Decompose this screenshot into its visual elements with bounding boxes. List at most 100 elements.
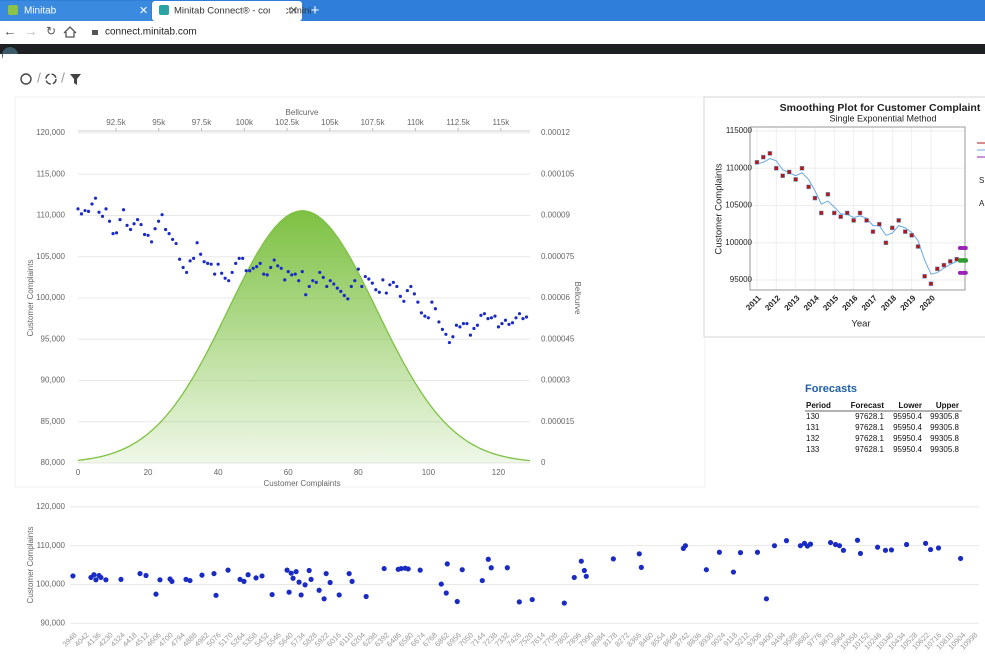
point <box>346 297 350 301</box>
point <box>325 284 329 289</box>
column-header: Period <box>806 401 831 410</box>
point <box>349 578 355 584</box>
new-tab[interactable]: + <box>311 2 320 19</box>
point <box>405 566 411 572</box>
y-tick-label: 105,000 <box>36 252 65 261</box>
point <box>903 541 910 548</box>
point <box>253 575 259 581</box>
home-button[interactable] <box>63 26 77 38</box>
point <box>241 578 247 584</box>
point <box>76 207 80 211</box>
x-tick-label: 80 <box>354 468 363 477</box>
x-tick-label: 120 <box>492 468 506 477</box>
point <box>485 556 491 562</box>
point <box>86 209 91 213</box>
history-icon[interactable] <box>20 73 32 85</box>
point <box>304 293 308 297</box>
filter-icon[interactable] <box>70 74 81 85</box>
point <box>245 572 251 578</box>
point <box>703 567 709 573</box>
table-title: Forecasts <box>805 383 857 395</box>
point <box>111 232 115 236</box>
forecast-point <box>963 258 969 263</box>
actual-point <box>857 210 863 216</box>
point <box>402 299 406 303</box>
point <box>323 570 329 577</box>
x-tick-label: 20 <box>144 468 153 477</box>
limit-point <box>963 270 968 275</box>
point <box>447 340 452 345</box>
point <box>293 272 297 276</box>
point <box>107 219 112 223</box>
y-tick-label: 90,000 <box>41 376 66 385</box>
point <box>153 591 159 597</box>
point <box>857 550 864 557</box>
back-button[interactable]: ← <box>4 23 17 38</box>
url[interactable]: connect.minitab.com <box>105 27 197 38</box>
reload-button[interactable]: ↻ <box>46 24 56 38</box>
point <box>121 208 126 212</box>
point <box>321 275 325 279</box>
table-cell: 97628.1 <box>855 412 884 421</box>
point <box>638 564 644 570</box>
point <box>137 570 143 577</box>
y2-tick-label: 0.00003 <box>541 376 570 385</box>
point <box>308 576 314 583</box>
point <box>468 333 473 337</box>
address-bar <box>0 21 985 44</box>
point <box>169 578 175 584</box>
point <box>276 264 280 268</box>
point <box>296 579 302 585</box>
point <box>262 272 266 276</box>
point <box>307 284 311 289</box>
point <box>234 261 238 265</box>
point <box>409 284 413 289</box>
actual-point <box>903 229 908 234</box>
y-axis-label: Customer Complaints <box>26 260 35 337</box>
legend-text: A <box>979 199 985 208</box>
point <box>459 567 465 573</box>
point <box>524 315 529 319</box>
table-cell: 95950.4 <box>893 423 922 432</box>
point <box>398 565 404 572</box>
point <box>251 266 255 270</box>
point <box>125 223 129 227</box>
separator: / <box>61 70 65 86</box>
refresh-icon[interactable] <box>45 73 57 85</box>
point <box>118 218 122 222</box>
table-cell: 99305.8 <box>930 445 959 454</box>
point <box>395 284 399 289</box>
tab-close[interactable]: ✕ <box>139 5 148 17</box>
tab[interactable]: Minitab ✕ <box>0 1 151 21</box>
point <box>167 232 171 236</box>
point <box>290 575 296 581</box>
actual-point <box>845 210 850 216</box>
actual-point <box>909 233 914 238</box>
point <box>187 577 193 584</box>
tab-close[interactable]: ✕ <box>289 5 298 17</box>
point <box>451 335 455 339</box>
actual-point <box>774 166 779 171</box>
point <box>561 600 567 606</box>
point <box>444 561 450 567</box>
point <box>730 569 737 575</box>
point <box>255 265 259 269</box>
y2-tick-label: 0 <box>541 458 546 467</box>
point <box>237 576 243 583</box>
point <box>440 327 445 331</box>
y-tick-label: 100,000 <box>36 580 65 589</box>
point <box>283 278 287 282</box>
table-cell: 131 <box>806 423 820 432</box>
actual-point <box>883 240 889 246</box>
point <box>306 567 312 574</box>
tab-active[interactable]: Minitab Connect® - connect.mini ✕ <box>152 1 311 21</box>
point <box>209 262 213 266</box>
top-tick-label: 97.5k <box>192 118 213 127</box>
actual-point <box>793 177 798 182</box>
forward-button[interactable]: → <box>25 23 38 38</box>
point <box>220 271 224 275</box>
point <box>363 593 369 600</box>
point <box>279 266 283 270</box>
legend-text: S <box>979 176 984 185</box>
